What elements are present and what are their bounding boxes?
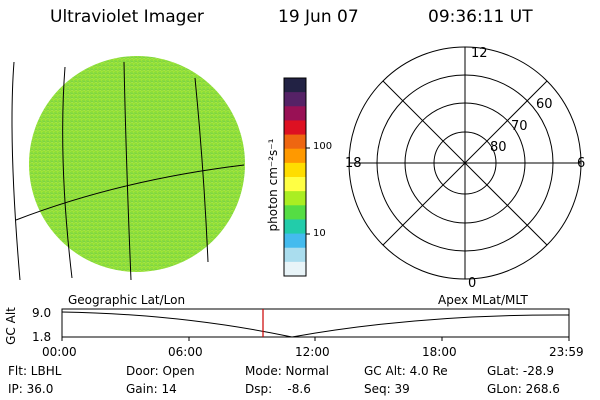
x-tick-1800: 18:00 — [422, 345, 457, 359]
mlat-label-70: 70 — [511, 119, 528, 134]
y-tick-1-8: 1.8 — [32, 330, 52, 344]
colorbar-segment — [284, 120, 306, 136]
status-flt: Flt: LBHL — [8, 364, 62, 378]
status-glon: GLon: 268.6 — [487, 382, 560, 396]
mlt-label-18: 18 — [345, 156, 362, 171]
status-dsp: Dsp: -8.6 — [245, 382, 311, 396]
status-gc-alt: GC Alt: 4.0 Re — [364, 364, 448, 378]
colorbar-segment — [284, 191, 306, 206]
colorbar-segment — [284, 219, 306, 235]
status-glat: GLat: -28.9 — [487, 364, 554, 378]
lat-lon-grid — [11, 61, 245, 281]
x-tick-0600: 06:00 — [168, 345, 203, 359]
status-seq: Seq: 39 — [364, 382, 410, 396]
timeline-left-title: Geographic Lat/Lon — [68, 293, 186, 307]
status-gain: Gain: 14 — [126, 382, 177, 396]
colorbar-segment — [284, 162, 306, 178]
x-tick-1200: 12:00 — [295, 345, 330, 359]
mlat-label-60: 60 — [536, 97, 553, 112]
colorbar-segment — [284, 134, 306, 150]
colorbar-segment — [284, 247, 306, 263]
colorbar-unit-label: photon cm⁻²s⁻¹ — [266, 138, 280, 232]
colorbar — [283, 77, 310, 277]
colorbar-segment — [284, 233, 306, 249]
colorbar-segment — [284, 148, 306, 164]
colorbar-tick-10: 10 — [313, 228, 326, 239]
y-tick-9: 9.0 — [32, 306, 52, 320]
status-ip: IP: 36.0 — [8, 382, 54, 396]
timeline-y-axis-label: GC Alt — [3, 307, 18, 345]
mlt-label-0: 0 — [468, 276, 477, 291]
status-mode: Mode: Normal — [245, 364, 329, 378]
instrument-title: Ultraviolet Imager — [50, 7, 204, 27]
timeline-right-title: Apex MLat/MLT — [438, 293, 528, 307]
x-tick-0000: 00:00 — [42, 345, 77, 359]
uv-image — [11, 56, 245, 281]
colorbar-tick-100: 100 — [313, 141, 333, 152]
colorbar-segment — [284, 92, 306, 107]
time-label: 09:36:11 UT — [428, 7, 533, 27]
date-label: 19 Jun 07 — [278, 7, 359, 27]
colorbar-segment — [284, 261, 306, 277]
mlt-label-6: 6 — [577, 156, 586, 171]
polar-plot — [348, 46, 582, 280]
colorbar-segment — [284, 205, 306, 220]
status-door: Door: Open — [126, 364, 195, 378]
x-tick-2359: 23:59 — [549, 345, 584, 359]
colorbar-segment — [284, 106, 306, 121]
mlat-label-80: 80 — [490, 140, 507, 155]
colorbar-segment — [284, 177, 306, 192]
earth-disk — [29, 56, 245, 272]
colorbar-segment — [284, 78, 306, 93]
mlt-label-12: 12 — [471, 46, 488, 61]
altitude-timeline — [61, 308, 570, 341]
altitude-curve — [61, 311, 570, 338]
